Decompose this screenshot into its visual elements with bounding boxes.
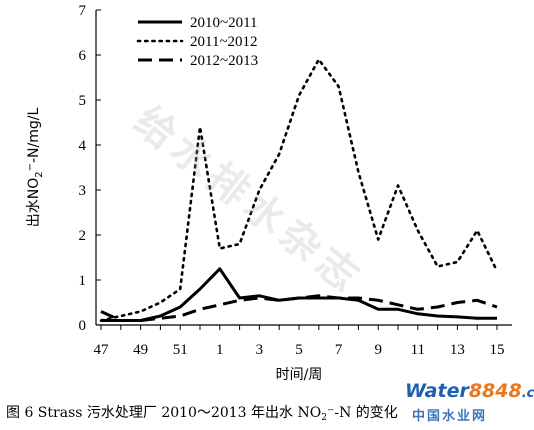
y-tick-label: 7	[79, 3, 87, 19]
y-tick-label: 5	[79, 93, 87, 109]
x-axis-title: 时间/周	[276, 367, 323, 383]
y-tick-label: 1	[79, 273, 87, 289]
x-tick-label: 51	[173, 342, 188, 358]
legend-label: 2012~2013	[190, 53, 258, 69]
caption-subscript: 2	[321, 413, 327, 423]
series-line-dashed	[100, 294, 498, 322]
x-tick-label: 47	[94, 342, 110, 358]
caption-main: 图 6 Strass 污水处理厂 2010～2013 年出水 NO	[6, 405, 322, 421]
legend: 2010~2011 2011~2012 2012~2013	[136, 15, 258, 69]
logo-number: 8848	[468, 380, 522, 402]
y-tick-label: 3	[79, 183, 87, 199]
logo-water: Water	[405, 380, 469, 402]
logo-domain: .com	[521, 386, 534, 401]
x-tick-label: 13	[450, 342, 465, 358]
series-lines	[99, 58, 499, 322]
x-tick-label: 5	[295, 342, 303, 358]
y-tick-label: 6	[79, 48, 87, 64]
series-line-solid	[101, 267, 497, 322]
x-tick-label: 3	[256, 342, 264, 358]
legend-label: 2011~2012	[190, 34, 258, 50]
series-line-dotted	[99, 58, 499, 322]
x-tick-label: 1	[216, 342, 224, 358]
x-tick-label: 49	[133, 342, 148, 358]
y-tick-label: 4	[79, 138, 87, 154]
y-axis-title: 出水NO2−-N/mg/L	[25, 108, 45, 228]
legend-label: 2010~2011	[190, 15, 258, 31]
figure-caption: 图 6 Strass 污水处理厂 2010～2013 年出水 NO2⁻-N 的变…	[6, 402, 534, 423]
site-logo: Water8848.com	[405, 380, 534, 402]
x-tick-label: 15	[490, 342, 505, 358]
y-tick-label: 2	[79, 228, 87, 244]
caption-tail: ⁻-N 的变化	[326, 405, 398, 421]
x-tick-label: 9	[374, 342, 382, 358]
x-tick-label: 7	[335, 342, 343, 358]
x-tick-label: 11	[411, 342, 425, 358]
y-tick-label: 0	[79, 318, 87, 334]
logo-subtitle: 中国水业网	[412, 409, 488, 424]
axes	[95, 10, 512, 326]
